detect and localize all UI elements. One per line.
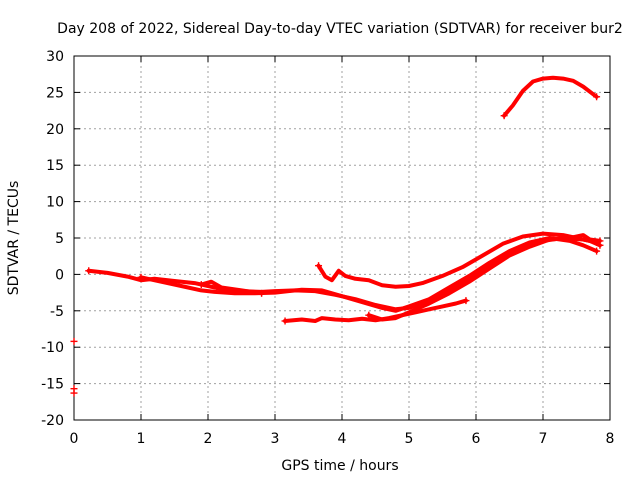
series-track-d	[315, 231, 604, 289]
x-tick-label: 5	[405, 431, 414, 447]
x-tick-label: 7	[539, 431, 548, 447]
grid-lines	[74, 56, 610, 420]
series-line	[139, 236, 599, 313]
y-tick-label: -15	[41, 377, 64, 393]
series-line	[316, 231, 602, 289]
data-point	[197, 281, 205, 289]
x-tick-label: 6	[472, 431, 481, 447]
data-series	[70, 75, 604, 397]
axis-ticks	[73, 55, 611, 421]
series-track-c	[197, 279, 266, 297]
data-point	[137, 273, 145, 281]
series-line	[283, 298, 468, 323]
y-tick-label: 25	[46, 85, 64, 101]
series-line	[502, 75, 599, 118]
data-point	[593, 247, 601, 255]
x-axis-label: GPS time / hours	[281, 458, 398, 474]
y-tick-label: 10	[46, 195, 64, 211]
series-track-b	[137, 236, 601, 313]
y-tick-label: 30	[46, 49, 64, 65]
data-point	[70, 389, 78, 397]
data-point	[258, 289, 266, 297]
y-axis-label: SDTVAR / TECUs	[6, 181, 22, 296]
y-tick-label: 0	[55, 267, 64, 283]
series-track-e	[281, 297, 470, 325]
series-track-h	[70, 337, 78, 397]
data-point	[85, 267, 93, 275]
data-point	[500, 112, 508, 120]
y-tick-labels: -20 -15 -10 -5 0 5 10 15 20 25 30	[41, 49, 64, 429]
data-point	[365, 311, 373, 319]
data-point	[281, 317, 289, 325]
x-tick-label: 3	[271, 431, 280, 447]
x-tick-label: 4	[338, 431, 347, 447]
x-tick-label: 2	[204, 431, 213, 447]
x-tick-label: 8	[606, 431, 615, 447]
data-point	[462, 297, 470, 305]
y-tick-label: 20	[46, 122, 64, 138]
y-tick-label: -5	[50, 304, 64, 320]
data-point	[596, 237, 604, 245]
y-tick-label: 15	[46, 158, 64, 174]
series-track-f	[365, 233, 604, 322]
series-line	[199, 279, 264, 296]
x-tick-label: 0	[70, 431, 79, 447]
data-point	[70, 337, 78, 345]
chart-title: Day 208 of 2022, Sidereal Day-to-day VTE…	[57, 21, 623, 37]
data-point	[593, 93, 601, 101]
y-tick-label: -20	[41, 413, 64, 429]
series-track-g	[500, 75, 601, 120]
data-point	[315, 262, 323, 270]
x-tick-label: 1	[137, 431, 146, 447]
y-tick-label: -10	[41, 340, 64, 356]
y-tick-label: 5	[55, 231, 64, 247]
series-line	[366, 233, 602, 322]
x-tick-labels: 0 1 2 3 4 5 6 7 8	[70, 431, 615, 447]
